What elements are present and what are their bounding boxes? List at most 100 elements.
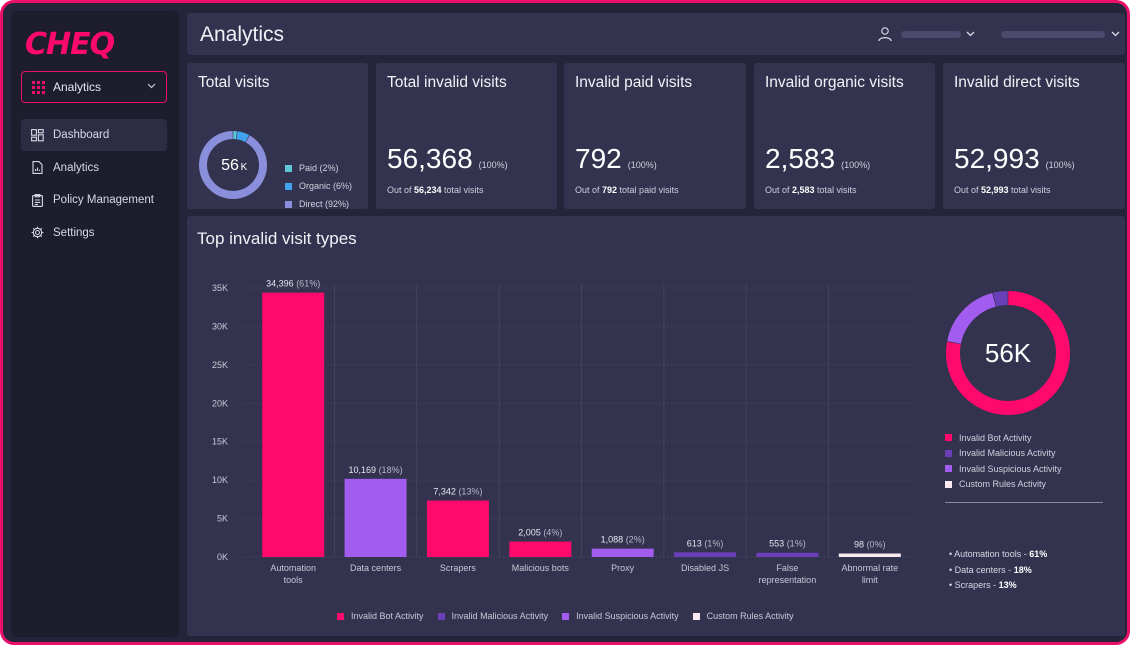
total-visits-donut-value: 56 bbox=[221, 157, 239, 174]
list-item-pct: 13% bbox=[998, 580, 1017, 590]
bar-value: 98 bbox=[854, 540, 867, 550]
total-visits-donut: 56 K bbox=[199, 131, 267, 199]
stat-subtitle-prefix: Out of bbox=[954, 185, 982, 195]
bar-percent: (13%) bbox=[458, 487, 482, 497]
bar[interactable] bbox=[591, 548, 654, 557]
donut-segment[interactable] bbox=[236, 131, 250, 143]
page-title: Analytics bbox=[200, 23, 285, 46]
card-title: Total visits bbox=[198, 74, 270, 91]
header-bar: Analytics bbox=[187, 13, 1125, 55]
donut-segment[interactable] bbox=[992, 291, 1008, 307]
stat-number: 56,368 bbox=[387, 143, 473, 174]
app-switcher-label: Analytics bbox=[53, 80, 102, 94]
stat-subtitle-suffix: total visits bbox=[814, 185, 857, 195]
stat-percent: (100%) bbox=[627, 160, 657, 170]
sidebar-item-policy-management[interactable]: Policy Management bbox=[21, 184, 167, 216]
stat-subtitle-value: 52,993 bbox=[981, 185, 1009, 195]
y-tick-label: 5K bbox=[217, 514, 228, 524]
sidebar-item-settings[interactable]: Settings bbox=[21, 217, 167, 249]
user-icon bbox=[878, 27, 892, 42]
stat-subtitle-prefix: Out of bbox=[765, 185, 793, 195]
sidebar-nav: Dashboard Analytics Policy Management bbox=[21, 119, 167, 249]
donut-segment[interactable] bbox=[199, 131, 267, 199]
donut-segment[interactable] bbox=[946, 291, 1070, 415]
x-tick-label: Automation bbox=[270, 563, 316, 573]
card-title: Invalid direct visits bbox=[954, 74, 1080, 91]
sidebar-item-dashboard[interactable]: Dashboard bbox=[21, 119, 167, 151]
y-tick-label: 20K bbox=[212, 398, 228, 408]
chevron-down-icon bbox=[966, 31, 975, 37]
x-tick-label: Scrapers bbox=[440, 563, 477, 573]
bar-value: 10,169 bbox=[349, 465, 379, 475]
x-tick-label: representation bbox=[759, 575, 817, 585]
stat-number: 52,993 bbox=[954, 143, 1040, 174]
bar-value: 613 bbox=[687, 538, 705, 548]
legend-swatch bbox=[285, 164, 292, 172]
total-visits-card: Total visits 56 K Paid (2%) Organic (6%)… bbox=[187, 63, 368, 209]
legend-label: Invalid Bot Activity bbox=[351, 611, 424, 621]
y-tick-label: 25K bbox=[212, 360, 228, 370]
legend-label: Invalid Bot Activity bbox=[959, 432, 1032, 443]
list-item-name: Data centers - bbox=[954, 564, 1014, 575]
bar-percent: (1%) bbox=[787, 539, 806, 549]
legend-item-bot[interactable]: Invalid Bot Activity bbox=[337, 611, 424, 621]
cheq-logo[interactable]: CHEQ bbox=[25, 27, 115, 62]
bar[interactable] bbox=[674, 552, 737, 557]
stat-subtitle-suffix: total paid visits bbox=[617, 185, 679, 195]
total-visits-donut-suffix: K bbox=[241, 162, 248, 173]
bar[interactable] bbox=[262, 292, 325, 557]
bar-percent: (2%) bbox=[626, 535, 645, 545]
sidebar-item-label: Analytics bbox=[53, 161, 100, 174]
donut-segment[interactable] bbox=[947, 293, 997, 345]
sidebar-item-label: Dashboard bbox=[53, 129, 110, 141]
legend-label: Invalid Suspicious Activity bbox=[576, 611, 679, 621]
stat-number: 792 bbox=[575, 143, 622, 174]
legend-item-malicious[interactable]: Invalid Malicious Activity bbox=[437, 611, 548, 621]
invalid-organic-visits-card: Invalid organic visits 2,583 (100%) Out o… bbox=[754, 63, 935, 209]
app-switcher-select[interactable]: Analytics bbox=[21, 71, 167, 103]
legend-swatch bbox=[285, 182, 292, 190]
bar-percent: (61%) bbox=[296, 279, 320, 289]
bar[interactable] bbox=[509, 541, 572, 557]
y-tick-label: 35K bbox=[212, 283, 228, 293]
legend-swatch bbox=[437, 612, 445, 620]
legend-item-direct: Direct (92%) bbox=[285, 195, 352, 213]
gear-icon bbox=[31, 226, 44, 239]
legend-label: Custom Rules Activity bbox=[706, 611, 794, 621]
stat-subtitle: Out of 56,234 total visits bbox=[387, 185, 484, 195]
y-tick-label: 15K bbox=[212, 437, 228, 447]
divider bbox=[945, 502, 1103, 503]
stat-percent: (100%) bbox=[1045, 160, 1075, 170]
top-types-list: • Automation tools - 61% • Data centers … bbox=[949, 549, 1047, 596]
list-item-name: Scrapers - bbox=[954, 580, 999, 590]
bar-chart-legend: Invalid Bot Activity Invalid Malicious A… bbox=[337, 611, 808, 621]
list-item-pct: 18% bbox=[1013, 564, 1032, 575]
bar[interactable] bbox=[426, 500, 489, 557]
bar[interactable] bbox=[756, 552, 819, 557]
stat-subtitle: Out of 52,993 total visits bbox=[954, 185, 1051, 195]
card-title: Invalid paid visits bbox=[575, 74, 693, 91]
user-name-redacted bbox=[901, 30, 961, 38]
analytics-doc-icon bbox=[32, 161, 43, 174]
list-item: • Automation tools - 61% bbox=[949, 549, 1048, 559]
sidebar-item-analytics[interactable]: Analytics bbox=[21, 152, 167, 184]
invalid-paid-visits-card: Invalid paid visits 792 (100%) Out of 792… bbox=[564, 63, 746, 209]
stat-subtitle-suffix: total visits bbox=[441, 185, 484, 195]
bar-value-label: 7,342 (13%) bbox=[433, 487, 482, 497]
x-tick-label: Proxy bbox=[611, 563, 635, 573]
stat-value: 792 (100%) bbox=[575, 143, 657, 175]
sidebar-item-label: Settings bbox=[53, 226, 95, 239]
legend-item-custom[interactable]: Custom Rules Activity bbox=[692, 611, 794, 621]
bar[interactable] bbox=[838, 553, 901, 558]
bar[interactable] bbox=[344, 478, 407, 557]
chevron-down-icon bbox=[147, 81, 156, 92]
legend-item-suspicious: Invalid Suspicious Activity bbox=[945, 461, 1062, 477]
legend-item-suspicious[interactable]: Invalid Suspicious Activity bbox=[562, 611, 679, 621]
user-menu[interactable] bbox=[877, 26, 1120, 42]
bar-value: 553 bbox=[769, 539, 787, 549]
bar-value-label: 2,005 (4%) bbox=[518, 528, 562, 538]
stat-subtitle-prefix: Out of bbox=[387, 185, 415, 195]
stat-value: 56,368 (100%) bbox=[387, 143, 508, 175]
bar-value: 7,342 bbox=[433, 487, 458, 497]
